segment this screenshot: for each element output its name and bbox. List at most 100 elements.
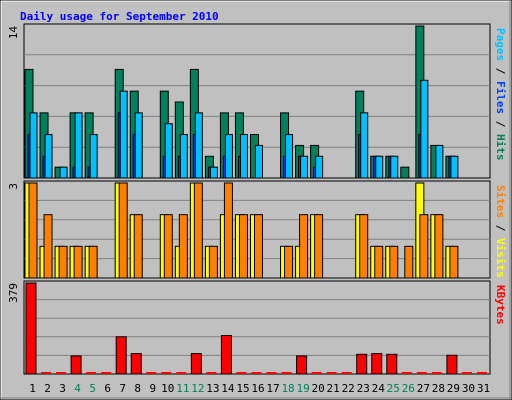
x-label-day-4: 4 (74, 382, 81, 395)
bar-pages-day-8 (134, 112, 143, 179)
y-max-label-top: 14 (7, 26, 20, 40)
bar-sites-day-14 (223, 182, 233, 279)
bar-kbytes-day-1 (25, 282, 37, 375)
x-label-day-25: 25 (387, 382, 400, 395)
bar-pages-day-23 (360, 112, 369, 179)
x-label-day-5: 5 (89, 382, 96, 395)
bar-pages-day-20 (315, 155, 324, 179)
legend-entry: / (494, 218, 507, 238)
bar-pages-day-29 (450, 155, 459, 179)
x-axis-labels: 1 2 3 4 5 6 7 8 9 10 11 12 13 14 15 16 17 18 19 20 21 22 23 24 2… (29, 382, 490, 395)
panel-middle: 3 Sites / Visits (7, 180, 507, 279)
bars-bottom (25, 282, 487, 375)
chart-title: Daily usage for September 2010 (20, 10, 219, 23)
bar-pages-day-18 (285, 134, 294, 179)
x-label-day-16: 16 (251, 382, 264, 395)
bar-pages-day-19 (300, 155, 309, 179)
bar-sites-day-10 (163, 214, 173, 279)
x-label-day-15: 15 (236, 382, 249, 395)
x-label-day-21: 21 (327, 382, 340, 395)
x-label-day-13: 13 (206, 382, 219, 395)
x-label-day-9: 9 (149, 382, 156, 395)
bar-pages-day-3 (59, 166, 68, 179)
x-label-day-29: 29 (447, 382, 460, 395)
panel-top: 14 Pages / Files / Hits (7, 23, 507, 179)
legend-entry: Pages (494, 28, 507, 61)
x-label-day-14: 14 (221, 382, 235, 395)
bar-kbytes-day-24 (371, 353, 383, 375)
bar-sites-day-15 (238, 214, 248, 279)
x-label-day-6: 6 (104, 382, 111, 395)
legend-entry: Files (494, 81, 507, 114)
bar-pages-day-14 (224, 134, 233, 179)
legend-entry: / (494, 61, 507, 81)
bar-sites-day-8 (133, 214, 143, 279)
bar-pages-day-27 (420, 79, 429, 179)
legend-entry: Visits (494, 238, 507, 278)
bar-sites-day-11 (178, 214, 188, 279)
bar-kbytes-day-25 (386, 353, 398, 375)
x-label-day-20: 20 (312, 382, 325, 395)
bars-middle (24, 182, 459, 279)
bar-sites-day-18 (284, 245, 294, 279)
bar-sites-day-16 (253, 214, 263, 279)
chart-panels: 14 Pages / Files / Hits 3 Sites / Visits 379… (7, 23, 507, 375)
bar-sites-day-3 (58, 245, 68, 279)
bar-pages-day-7 (119, 90, 128, 179)
x-label-day-3: 3 (59, 382, 66, 395)
x-label-day-28: 28 (432, 382, 445, 395)
bar-pages-day-11 (179, 134, 188, 179)
x-label-day-1: 1 (29, 382, 36, 395)
x-label-day-18: 18 (281, 382, 294, 395)
bar-sites-day-26 (404, 245, 414, 279)
bar-pages-day-10 (164, 123, 173, 179)
bar-sites-day-29 (449, 245, 459, 279)
x-label-day-30: 30 (462, 382, 475, 395)
x-label-day-17: 17 (266, 382, 279, 395)
bar-sites-day-4 (73, 245, 83, 279)
x-label-day-19: 19 (296, 382, 309, 395)
legend-entry: Sites (494, 185, 507, 218)
panel-bottom: 379 KBytes (7, 280, 507, 375)
bar-pages-day-24 (375, 155, 384, 179)
bar-kbytes-day-12 (190, 353, 202, 375)
x-label-day-26: 26 (402, 382, 415, 395)
bar-sites-day-7 (118, 182, 128, 279)
y-max-label-middle: 3 (7, 183, 20, 190)
bar-hits-day-26 (400, 166, 410, 179)
x-label-day-10: 10 (161, 382, 174, 395)
bar-sites-day-24 (374, 245, 384, 279)
bar-pages-day-13 (209, 166, 218, 179)
legend-top: Pages / Files / Hits (494, 28, 507, 161)
plot-area-bottom (23, 280, 491, 375)
bar-pages-day-15 (239, 134, 248, 179)
legend-middle: Sites / Visits (494, 185, 507, 278)
y-max-label-bottom: 379 (7, 283, 20, 303)
x-label-day-31: 31 (477, 382, 490, 395)
bar-kbytes-day-14 (220, 335, 232, 375)
bar-pages-day-12 (194, 112, 203, 179)
bar-kbytes-day-4 (70, 355, 82, 375)
legend-entry: / (494, 114, 507, 134)
bar-kbytes-day-23 (356, 353, 368, 375)
x-label-day-23: 23 (357, 382, 370, 395)
x-label-day-22: 22 (342, 382, 355, 395)
bar-sites-day-1 (28, 182, 38, 279)
bar-sites-day-27 (419, 214, 429, 279)
bar-pages-day-4 (74, 112, 83, 179)
bar-sites-day-20 (314, 214, 324, 279)
bar-sites-day-19 (299, 214, 309, 279)
x-label-day-8: 8 (134, 382, 141, 395)
legend-entry: Hits (494, 134, 507, 161)
bar-pages-day-28 (435, 144, 444, 179)
bar-pages-day-2 (44, 134, 53, 179)
bar-pages-day-25 (390, 155, 399, 179)
x-label-day-27: 27 (417, 382, 430, 395)
x-label-day-7: 7 (119, 382, 126, 395)
bar-sites-day-5 (88, 245, 98, 279)
legend-entry: KBytes (494, 285, 507, 325)
bar-sites-day-28 (434, 214, 444, 279)
x-label-day-24: 24 (372, 382, 386, 395)
legend-bottom: KBytes (494, 285, 507, 325)
